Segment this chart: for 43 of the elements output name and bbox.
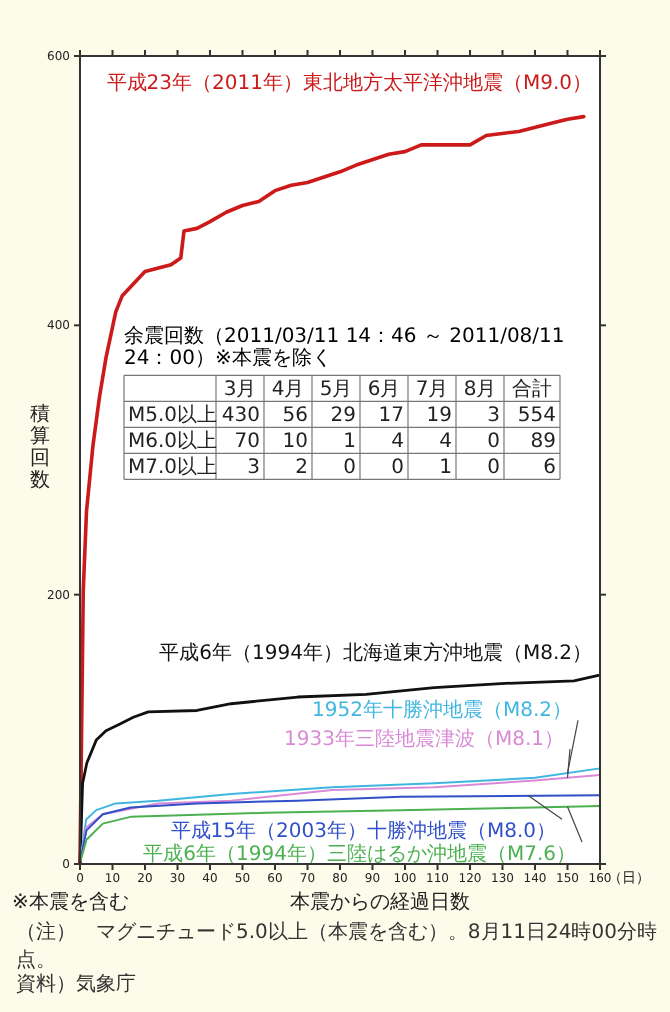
annotation: 8月	[463, 379, 497, 402]
text: 資料）気象庁	[16, 971, 138, 998]
annotation: 余震回数（2011/03/11 14：46 ～ 2011/08/11 24：00）※本震を除く	[124, 325, 567, 370]
annotation: 29	[330, 405, 356, 428]
annotation: 1	[343, 431, 356, 454]
annotation: 5月	[319, 379, 353, 402]
annotation: 4	[391, 431, 404, 454]
text: ※本震を含む	[12, 890, 129, 914]
series-label: 平成23年（2011年）東北地方太平洋沖地震（M9.0）	[106, 70, 592, 95]
series-label: 平成6年（1994年）北海道東方沖地震（M8.2）	[159, 641, 592, 666]
annotation: 0	[487, 431, 500, 454]
x-axis-title: 本震からの経過日数	[290, 890, 470, 914]
annotation: 70	[234, 431, 260, 454]
annotation: 6月	[367, 379, 401, 402]
text: 1952年十勝沖地震（M8.2）	[312, 698, 572, 723]
annotation: 0	[343, 457, 356, 480]
annotation: 10	[282, 431, 308, 454]
annotation: 0	[391, 457, 404, 480]
annotation: 3月	[223, 379, 257, 402]
annotation: 89	[530, 431, 556, 454]
series-label: 1933年三陸地震津波（M8.1）	[284, 727, 564, 752]
annotation: 4月	[271, 379, 305, 402]
annotation: 4	[439, 431, 452, 454]
annotation: 554	[517, 405, 556, 428]
annotation: 17	[378, 405, 404, 428]
annotation: 3	[487, 405, 500, 428]
annotation: 2	[295, 457, 308, 480]
annotation: M7.0以上	[128, 455, 218, 480]
annotation: M5.0以上	[128, 403, 218, 428]
text: （注） マグニチュード5.0以上（本震を含む）。8月11日24時00分時点。	[16, 919, 659, 973]
annotation: 430	[221, 405, 260, 428]
annotation: 7月	[415, 379, 449, 402]
annotation: 56	[282, 405, 308, 428]
annotation: 6	[543, 457, 556, 480]
annotation: 19	[426, 405, 452, 428]
series-label: 平成15年（2003年）十勝沖地震（M8.0）	[170, 819, 556, 844]
annotation: M6.0以上	[128, 429, 218, 454]
annotation: 0	[487, 457, 500, 480]
annotation: 3	[247, 457, 260, 480]
y-axis-title: 積算回数	[30, 402, 50, 492]
series-label: 平成6年（1994年）三陸はるか沖地震（M7.6）	[143, 842, 576, 867]
annotation: 1	[439, 457, 452, 480]
annotation: 合計	[512, 377, 552, 402]
